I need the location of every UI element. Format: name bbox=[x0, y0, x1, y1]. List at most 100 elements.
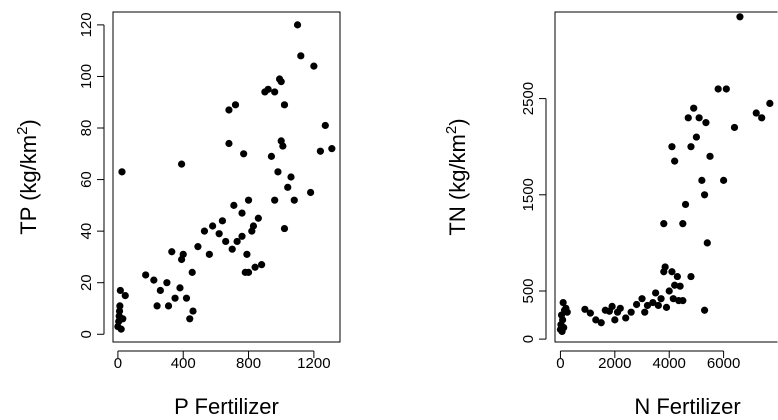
data-point bbox=[258, 261, 266, 269]
data-point bbox=[274, 168, 282, 176]
data-point bbox=[142, 271, 150, 279]
x-tick-label: 1200 bbox=[297, 355, 330, 372]
data-point bbox=[673, 272, 681, 281]
y-axis-label-superscript: 2 bbox=[14, 127, 31, 135]
data-point bbox=[168, 248, 176, 256]
data-point bbox=[171, 294, 179, 302]
data-point bbox=[115, 307, 124, 315]
data-points bbox=[114, 21, 336, 333]
data-point bbox=[310, 62, 318, 70]
y-tick-label: 20 bbox=[78, 274, 95, 291]
data-point bbox=[671, 281, 679, 289]
y-axis: 0 500 1500 2500 bbox=[520, 82, 547, 343]
data-point bbox=[244, 268, 253, 276]
data-point bbox=[218, 217, 227, 225]
data-point bbox=[164, 302, 173, 310]
y-axis: 0 20 40 60 80 100 120 bbox=[78, 12, 105, 338]
data-point bbox=[581, 305, 589, 313]
data-point bbox=[700, 306, 709, 314]
data-point bbox=[287, 173, 295, 181]
data-point bbox=[597, 319, 605, 327]
data-point bbox=[225, 106, 233, 114]
data-point bbox=[559, 316, 567, 324]
data-point bbox=[225, 139, 233, 148]
data-point bbox=[736, 13, 744, 21]
data-point bbox=[156, 286, 164, 295]
y-tick-label: 0 bbox=[78, 330, 95, 338]
y-tick-label: 2500 bbox=[520, 82, 537, 115]
data-point bbox=[233, 237, 241, 246]
plot-frame bbox=[554, 11, 778, 343]
data-point bbox=[267, 152, 276, 160]
data-point bbox=[150, 276, 158, 284]
data-point bbox=[695, 114, 703, 122]
data-point bbox=[284, 183, 292, 191]
data-point bbox=[117, 325, 125, 333]
data-point bbox=[251, 263, 259, 271]
data-point bbox=[676, 282, 684, 290]
data-point bbox=[643, 301, 652, 310]
data-point bbox=[116, 286, 124, 295]
data-point bbox=[188, 268, 196, 276]
data-point bbox=[669, 295, 677, 303]
y-tick-label: 60 bbox=[78, 171, 95, 188]
data-point bbox=[177, 160, 186, 168]
x-axis: 0 400 800 1200 bbox=[114, 350, 331, 372]
data-point bbox=[690, 104, 698, 112]
data-point bbox=[649, 298, 657, 307]
data-point bbox=[200, 227, 209, 235]
x-tick-label: 0 bbox=[556, 355, 564, 372]
y-tick-label: 80 bbox=[78, 120, 95, 137]
tn-vs-n-fertilizer-panel: 0 2000 4000 6000 0 500 1500 2500 N Fertilizer TN … bbox=[443, 11, 778, 419]
data-point bbox=[702, 119, 710, 127]
data-point bbox=[730, 123, 739, 132]
data-point bbox=[638, 295, 646, 303]
data-point bbox=[280, 224, 289, 233]
y-axis-label-superscript: 2 bbox=[443, 126, 460, 134]
data-point bbox=[608, 302, 616, 311]
data-point bbox=[307, 188, 315, 197]
data-point bbox=[662, 303, 671, 311]
data-point bbox=[231, 101, 240, 109]
plot-frame bbox=[112, 11, 341, 343]
x-axis-label: N Fertilizer bbox=[634, 394, 740, 419]
x-axis-label: P Fertilizer bbox=[174, 394, 279, 419]
data-point bbox=[679, 297, 687, 305]
data-point bbox=[766, 99, 774, 107]
data-point bbox=[752, 109, 760, 117]
data-point bbox=[592, 316, 600, 324]
data-point bbox=[687, 143, 695, 151]
data-point bbox=[119, 315, 127, 323]
data-point bbox=[657, 295, 665, 303]
y-tick-label: 40 bbox=[78, 223, 95, 240]
data-point bbox=[316, 147, 325, 155]
data-point bbox=[321, 121, 329, 130]
y-tick-label: 500 bbox=[520, 278, 537, 303]
data-point bbox=[714, 85, 722, 93]
y-axis-label-text: TP (kg/km bbox=[16, 135, 41, 235]
data-point bbox=[279, 142, 287, 150]
x-axis: 0 2000 4000 6000 bbox=[556, 350, 740, 372]
data-point bbox=[240, 150, 248, 158]
data-point bbox=[121, 291, 129, 300]
data-point bbox=[660, 220, 668, 228]
data-point bbox=[632, 300, 641, 309]
data-point bbox=[661, 263, 669, 271]
x-tick-label: 4000 bbox=[653, 355, 686, 372]
x-tick-label: 800 bbox=[236, 355, 261, 372]
data-point bbox=[679, 220, 687, 228]
data-points bbox=[556, 13, 774, 336]
data-point bbox=[563, 308, 571, 316]
y-tick-label: 100 bbox=[78, 64, 95, 89]
x-tick-label: 2000 bbox=[598, 355, 631, 372]
data-point bbox=[720, 176, 728, 184]
data-point bbox=[692, 133, 701, 141]
data-point bbox=[297, 52, 305, 60]
data-point bbox=[176, 284, 184, 292]
y-axis-label: TN (kg/km2) bbox=[443, 118, 470, 235]
data-point bbox=[687, 272, 695, 281]
y-axis-label-close: ) bbox=[16, 119, 41, 126]
x-tick-label: 6000 bbox=[707, 355, 740, 372]
x-tick-label: 0 bbox=[114, 355, 122, 372]
data-point bbox=[194, 243, 202, 251]
